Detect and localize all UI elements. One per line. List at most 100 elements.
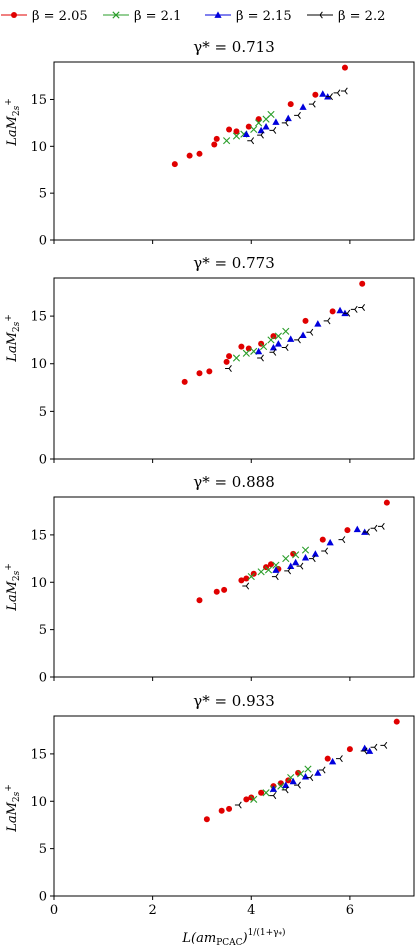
series bbox=[242, 90, 332, 138]
data-point bbox=[226, 805, 233, 812]
data-point bbox=[267, 110, 275, 119]
data-point bbox=[311, 550, 319, 557]
series bbox=[269, 744, 374, 792]
data-point bbox=[213, 588, 220, 595]
data-point bbox=[282, 554, 290, 563]
data-point bbox=[274, 332, 282, 340]
data-point bbox=[312, 91, 319, 98]
data-point bbox=[226, 126, 233, 133]
x-tick-label: 0 bbox=[50, 903, 58, 918]
data-point bbox=[213, 135, 220, 142]
y-axis-label: LaM2s+ bbox=[4, 784, 22, 833]
data-point bbox=[267, 336, 275, 344]
data-point bbox=[269, 126, 277, 134]
data-point bbox=[257, 131, 264, 139]
legend-entry: β = 2.05 bbox=[1, 9, 88, 24]
plot-frame bbox=[53, 277, 415, 460]
data-point bbox=[370, 524, 378, 532]
y-tick-label: 0 bbox=[39, 234, 47, 249]
legend-marker bbox=[112, 11, 120, 19]
data-point bbox=[269, 348, 277, 356]
data-point bbox=[234, 801, 242, 809]
data-point bbox=[340, 87, 348, 95]
panel-title: γ* = 0.773 bbox=[193, 254, 275, 272]
data-point bbox=[366, 747, 374, 754]
data-point bbox=[353, 525, 361, 533]
series bbox=[171, 64, 348, 168]
data-point bbox=[243, 796, 250, 803]
data-point bbox=[380, 741, 388, 749]
y-tick-label: 15 bbox=[30, 528, 47, 543]
data-point bbox=[296, 562, 304, 570]
data-point bbox=[377, 522, 385, 530]
data-point bbox=[232, 132, 241, 140]
data-point bbox=[299, 331, 307, 339]
data-point bbox=[294, 336, 301, 344]
data-point bbox=[292, 558, 300, 566]
data-point bbox=[329, 757, 337, 765]
y-tick-label: 10 bbox=[30, 795, 47, 810]
data-point bbox=[271, 573, 279, 581]
data-point bbox=[242, 582, 250, 590]
data-point bbox=[269, 792, 277, 800]
data-point bbox=[299, 103, 307, 110]
data-point bbox=[255, 347, 263, 355]
data-point bbox=[321, 547, 329, 555]
y-tick-label: 5 bbox=[39, 187, 47, 202]
series bbox=[181, 280, 366, 385]
data-point bbox=[282, 327, 290, 335]
data-point bbox=[260, 343, 268, 351]
data-point bbox=[171, 161, 178, 168]
data-point bbox=[196, 150, 203, 157]
series bbox=[225, 304, 366, 372]
panel-title: γ* = 0.933 bbox=[193, 692, 275, 710]
panel: γ* = 0.933 0 5 10 15 0 2 4 6 bbox=[30, 692, 415, 918]
data-point bbox=[203, 816, 210, 823]
data-point bbox=[225, 365, 232, 372]
x-tick-label: 4 bbox=[247, 903, 255, 918]
data-point bbox=[242, 130, 250, 138]
data-point bbox=[336, 306, 344, 314]
series bbox=[196, 499, 390, 604]
data-point bbox=[346, 746, 353, 753]
data-point bbox=[289, 777, 297, 785]
data-point bbox=[218, 807, 225, 814]
plot-frame bbox=[53, 496, 415, 678]
data-point bbox=[272, 118, 280, 125]
legend-entry: β = 2.2 bbox=[307, 9, 385, 24]
data-point bbox=[226, 353, 233, 360]
panel: γ* = 0.888 0 5 10 15 bbox=[30, 473, 415, 686]
data-point bbox=[393, 718, 400, 725]
panel-title: γ* = 0.713 bbox=[193, 38, 275, 56]
data-point bbox=[206, 368, 213, 375]
data-point bbox=[326, 93, 333, 101]
series bbox=[232, 327, 290, 362]
data-point bbox=[277, 782, 285, 790]
data-point bbox=[306, 774, 314, 782]
plot-frame bbox=[53, 61, 415, 241]
data-point bbox=[281, 119, 289, 127]
data-point bbox=[361, 744, 369, 752]
series bbox=[203, 718, 400, 823]
y-tick-label: 10 bbox=[30, 576, 47, 591]
y-tick-label: 15 bbox=[30, 310, 47, 325]
data-point bbox=[304, 765, 312, 773]
data-point bbox=[270, 333, 277, 340]
data-point bbox=[294, 781, 301, 789]
plot-frame bbox=[53, 715, 415, 897]
y-axis-label: LaM2s+ bbox=[4, 98, 22, 147]
legend-marker bbox=[11, 12, 17, 18]
data-point bbox=[333, 89, 341, 97]
legend-entry: β = 2.1 bbox=[103, 9, 181, 24]
data-point bbox=[242, 349, 250, 357]
axis-labels: LaM2s+ LaM2s+ LaM2s+ LaM2s+ L(amPCAC)1/(1+γ*… bbox=[4, 98, 286, 948]
data-point bbox=[314, 769, 322, 776]
data-point bbox=[258, 789, 265, 796]
data-point bbox=[363, 528, 370, 536]
y-tick-label: 15 bbox=[30, 93, 47, 108]
y-axis-label: LaM2s+ bbox=[4, 314, 22, 363]
data-point bbox=[301, 546, 310, 554]
data-point bbox=[358, 304, 366, 312]
data-point bbox=[211, 141, 218, 148]
x-tick-label: 6 bbox=[346, 903, 354, 918]
